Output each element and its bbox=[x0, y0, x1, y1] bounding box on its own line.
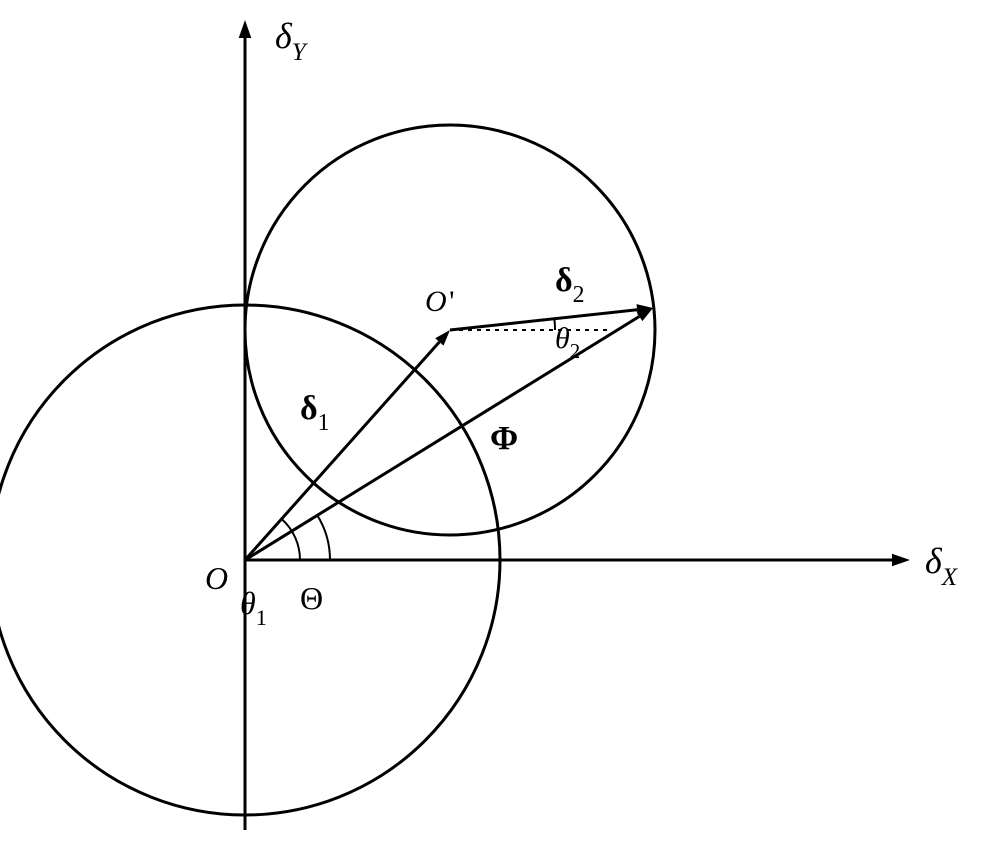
label-delta2: δ2 bbox=[555, 262, 585, 306]
label-theta1: θ1 bbox=[240, 585, 267, 627]
label-Theta: Θ bbox=[300, 580, 323, 617]
label-theta2: θ2 bbox=[555, 322, 580, 361]
label-Phi: Φ bbox=[490, 420, 518, 458]
diagram-canvas: δY δX O O ' δ1 δ2 Φ θ1 Θ θ2 bbox=[0, 0, 1000, 843]
label-O-prime: O ' bbox=[425, 285, 455, 319]
label-O: O bbox=[205, 560, 228, 597]
label-delta-y: δY bbox=[275, 15, 306, 63]
label-delta-x: δX bbox=[925, 540, 957, 588]
label-delta1: δ1 bbox=[300, 390, 330, 434]
